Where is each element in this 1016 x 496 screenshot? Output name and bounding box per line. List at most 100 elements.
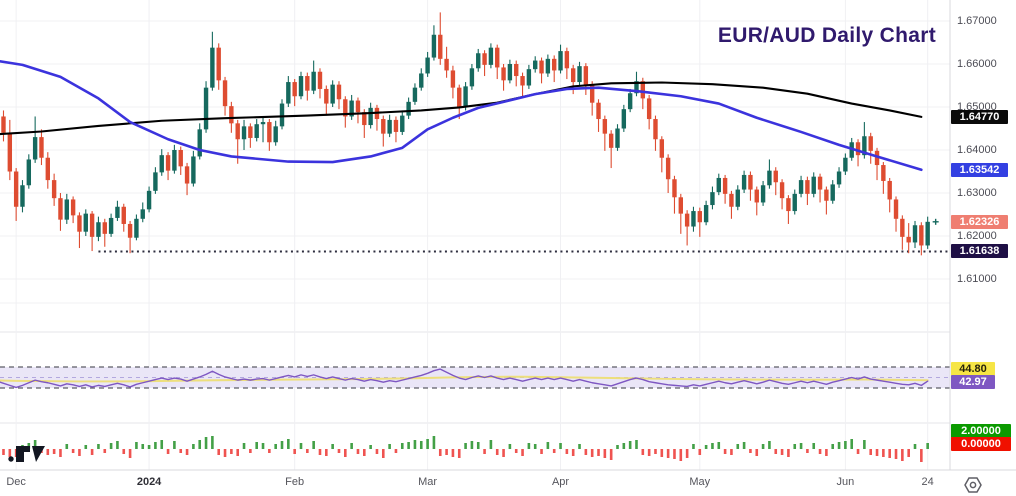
price-scale-settings-icon[interactable]	[961, 475, 985, 495]
histogram-bar	[616, 445, 619, 449]
candle-body	[267, 122, 272, 143]
histogram-bar	[97, 444, 100, 449]
candle-body	[495, 47, 500, 68]
histogram-bar	[837, 442, 841, 449]
candle-body	[729, 193, 734, 207]
histogram-bar	[730, 449, 733, 455]
histogram-bar	[806, 449, 809, 453]
candle-body	[444, 58, 449, 71]
candle-body	[545, 58, 551, 74]
candle-body	[146, 190, 152, 210]
histogram-bar	[869, 449, 872, 455]
candle-body	[577, 66, 582, 83]
candle-body	[406, 101, 411, 116]
rsi-line	[0, 368, 929, 389]
histogram-bar	[261, 443, 265, 449]
candle-body	[817, 176, 823, 190]
candle-body	[26, 159, 32, 186]
histogram-bar	[888, 449, 891, 458]
candle-body	[1, 116, 6, 133]
time-axis-label: 24	[921, 476, 934, 488]
support-level-badge: 1.61638	[951, 244, 1008, 259]
histogram-bar	[52, 449, 56, 454]
candle-body	[627, 93, 633, 110]
candle-body	[596, 102, 601, 120]
histogram-bar	[679, 449, 683, 461]
histogram-bar	[318, 449, 322, 455]
ema50-price-badge: 1.63542	[951, 162, 1008, 177]
candle-body	[748, 174, 753, 190]
candle-body	[691, 211, 696, 227]
histogram-bar	[761, 444, 765, 449]
histogram-bar	[90, 449, 94, 455]
candle-body	[912, 225, 918, 243]
candle-body	[463, 86, 468, 107]
time-axis-label: Apr	[551, 476, 570, 488]
histogram-bar	[882, 449, 885, 457]
candle-body	[64, 199, 69, 220]
tradingview-logo-icon[interactable]	[6, 440, 48, 466]
price-axis-label: 1.65000	[957, 100, 997, 113]
histogram-bar	[514, 449, 518, 453]
candle-body	[216, 47, 221, 81]
candle-body	[438, 34, 443, 59]
candle-body	[621, 109, 627, 129]
histogram-bar	[154, 442, 157, 449]
candle-body	[570, 68, 576, 83]
histogram-bar	[844, 441, 847, 449]
candle-body	[564, 51, 570, 69]
candle-body	[501, 67, 506, 81]
candle-body	[640, 81, 646, 99]
histogram-bar	[628, 441, 632, 449]
candle-body	[387, 119, 392, 134]
histogram-bar	[875, 449, 879, 456]
candle-body	[260, 122, 266, 125]
rsi-ma-line	[0, 375, 929, 383]
candle-body	[96, 222, 101, 237]
candle-body	[393, 119, 399, 132]
histogram-bar	[337, 449, 341, 453]
time-axis-label: May	[689, 476, 711, 488]
candle-body	[197, 129, 202, 157]
histogram-bar	[654, 449, 657, 454]
histogram-bar	[356, 449, 360, 454]
candle-body	[172, 150, 177, 171]
histogram-bar	[432, 436, 436, 449]
histogram-bar	[647, 449, 651, 456]
candle-body	[32, 137, 38, 160]
histogram-bar	[192, 444, 195, 449]
histogram-bar	[818, 449, 822, 454]
histogram-bar	[850, 439, 854, 449]
histogram-bar	[84, 445, 88, 449]
histogram-bar	[160, 440, 164, 449]
histogram-bar	[2, 449, 5, 455]
candle-body	[431, 34, 437, 58]
candle-body	[222, 80, 228, 107]
histogram-bar	[793, 444, 797, 449]
histogram-bar	[609, 449, 613, 460]
histogram-bar	[527, 443, 531, 449]
candle-body	[900, 218, 905, 237]
candle-body	[178, 150, 183, 167]
histogram-bar	[780, 449, 784, 455]
histogram-bar	[413, 440, 417, 449]
histogram-bar	[704, 445, 708, 449]
candle-body	[583, 66, 589, 85]
sma100-price-badge: 1.64770	[951, 109, 1008, 124]
candle-body	[241, 126, 247, 140]
hist-upper-value-badge: 2.00000	[951, 424, 1011, 438]
histogram-bar	[198, 440, 202, 449]
candle-body	[400, 115, 405, 132]
candle-body	[539, 60, 544, 74]
candle-body	[412, 87, 418, 102]
price-axis-label: 1.66000	[957, 57, 997, 70]
candle-body	[919, 225, 924, 246]
histogram-bar	[46, 449, 50, 455]
time-axis-label: Mar	[418, 476, 438, 488]
candle-body	[58, 198, 63, 220]
histogram-bar	[489, 440, 493, 449]
histogram-bar	[236, 449, 239, 456]
histogram-bar	[217, 449, 221, 455]
candle-body	[862, 136, 867, 156]
